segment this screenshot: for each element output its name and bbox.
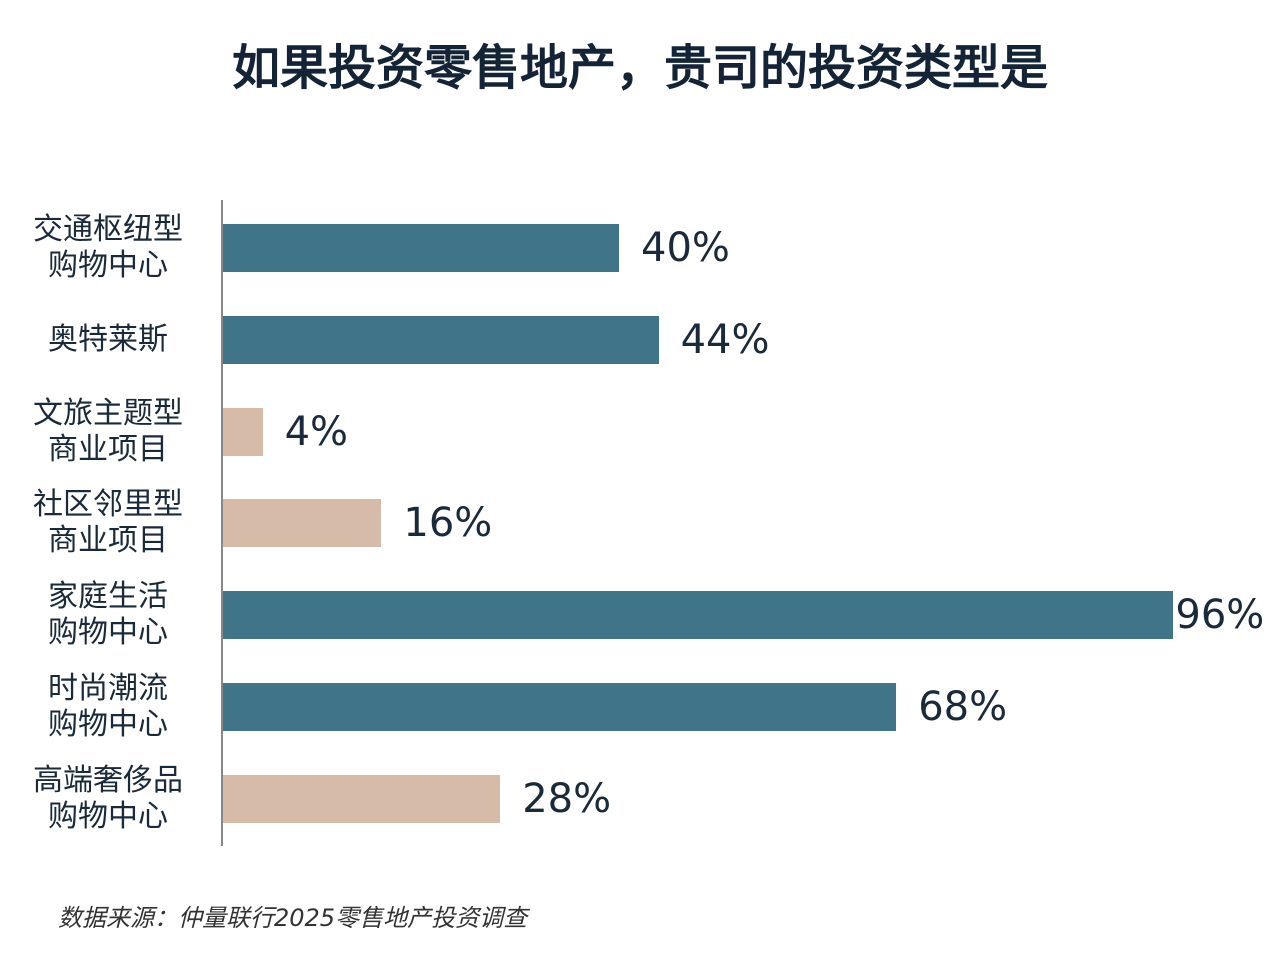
value-label: 68% [918, 684, 1008, 730]
value-label: 96% [1175, 592, 1265, 639]
value-label: 40% [641, 225, 730, 271]
y-tick-label: 家庭生活 购物中心 [48, 579, 168, 651]
y-tick-label: 时尚潮流 购物中心 [48, 671, 168, 742]
bar [223, 224, 619, 272]
bar [223, 591, 1174, 640]
source-note: 数据来源：仲量联行2025零售地产投资调查 [58, 904, 528, 932]
y-tick-label: 交通枢纽型 购物中心 [33, 212, 183, 283]
y-tick-label: 文旅主题型 商业项目 [33, 395, 183, 467]
y-tick-label: 社区邻里型 商业项目 [33, 487, 183, 559]
y-tick-label: 高端奢侈品 购物中心 [33, 762, 183, 834]
value-label: 28% [522, 775, 612, 822]
bar [223, 774, 501, 823]
bar [223, 407, 263, 456]
bar [223, 499, 382, 548]
value-label: 16% [403, 500, 493, 547]
y-tick-label: 奥特莱斯 [48, 321, 168, 357]
bar [223, 315, 659, 364]
value-label: 4% [284, 408, 349, 455]
axis-line [221, 200, 223, 846]
value-label: 44% [680, 316, 770, 363]
bar [223, 683, 897, 731]
chart-title: 如果投资零售地产，贵司的投资类型是 [231, 40, 1048, 96]
